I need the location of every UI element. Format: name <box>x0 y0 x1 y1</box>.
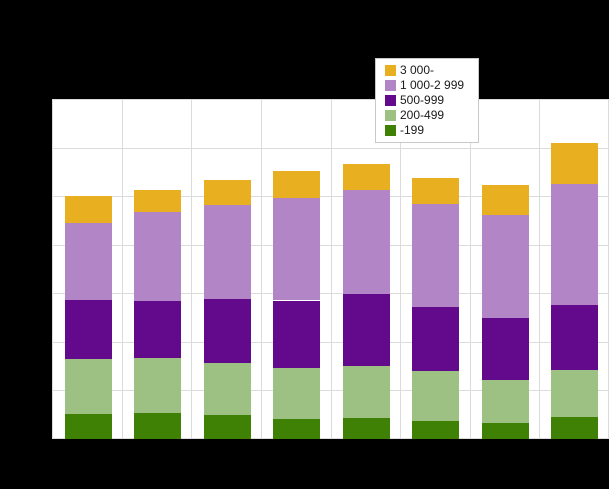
bar-segment <box>343 190 390 294</box>
bar-segment <box>273 300 320 368</box>
legend-item: 500-999 <box>385 93 474 108</box>
bar-segment <box>134 412 181 439</box>
bar-segment <box>134 358 181 413</box>
bar-segment <box>482 380 529 423</box>
bar-segment <box>412 178 459 205</box>
bar-segment <box>551 143 598 184</box>
bar-segment <box>134 211 181 302</box>
bar-segment <box>551 183 598 305</box>
horizontal-gridline <box>52 99 609 100</box>
bar-segment <box>412 420 459 439</box>
bar-segment <box>273 368 320 420</box>
bar-segment <box>204 363 251 415</box>
bar-segment <box>273 171 320 199</box>
bar-segment <box>65 299 112 360</box>
horizontal-gridline <box>52 438 609 439</box>
bar-segment <box>551 416 598 439</box>
vertical-gridline <box>470 99 471 439</box>
bar-segment <box>134 190 181 212</box>
legend-label: 500-999 <box>400 93 445 107</box>
bar-segment <box>204 298 251 364</box>
bar-segment <box>343 365 390 418</box>
legend-item: 200-499 <box>385 108 474 123</box>
vertical-gridline <box>331 99 332 439</box>
legend: 3 000- 1 000-2 999 500-999 200-499 -199 <box>375 58 479 143</box>
vertical-gridline <box>539 99 540 439</box>
vertical-gridline <box>191 99 192 439</box>
legend-swatch-icon <box>385 125 396 136</box>
bar-segment <box>65 414 112 439</box>
vertical-gridline <box>122 99 123 439</box>
bar-segment <box>65 222 112 300</box>
bar-segment <box>482 215 529 319</box>
bar-segment <box>412 307 459 371</box>
bar-segment <box>551 370 598 417</box>
bar-segment <box>343 164 390 191</box>
bar-segment <box>204 205 251 299</box>
bar-segment <box>343 417 390 439</box>
bar-segment <box>273 419 320 439</box>
horizontal-gridline <box>52 148 609 149</box>
vertical-gridline <box>400 99 401 439</box>
legend-label: 1 000-2 999 <box>400 78 465 92</box>
vertical-gridline <box>261 99 262 439</box>
legend-swatch-icon <box>385 95 396 106</box>
horizontal-gridline <box>52 390 609 391</box>
bar-segment <box>343 293 390 366</box>
legend-item: 3 000- <box>385 63 474 78</box>
bar-segment <box>551 304 598 371</box>
bar-segment <box>412 370 459 421</box>
legend-item: -199 <box>385 123 474 138</box>
legend-swatch-icon <box>385 110 396 121</box>
legend-item: 1 000-2 999 <box>385 78 474 93</box>
horizontal-gridline <box>52 245 609 246</box>
bar-segment <box>412 204 459 308</box>
horizontal-gridline <box>52 196 609 197</box>
bar-segment <box>65 359 112 415</box>
bar-segment <box>482 184 529 216</box>
bar-segment <box>204 180 251 206</box>
bar-segment <box>482 318 529 381</box>
legend-label: -199 <box>400 123 425 137</box>
bar-segment <box>482 422 529 439</box>
horizontal-gridline <box>52 342 609 343</box>
legend-swatch-icon <box>385 80 396 91</box>
bar-segment <box>273 198 320 301</box>
legend-label: 200-499 <box>400 108 445 122</box>
legend-swatch-icon <box>385 65 396 76</box>
bar-segment <box>204 414 251 439</box>
horizontal-gridline <box>52 293 609 294</box>
bar-segment <box>134 301 181 358</box>
vertical-gridline <box>52 99 53 439</box>
bar-segment <box>65 196 112 223</box>
legend-label: 3 000- <box>400 63 435 77</box>
plot-area <box>52 99 609 439</box>
